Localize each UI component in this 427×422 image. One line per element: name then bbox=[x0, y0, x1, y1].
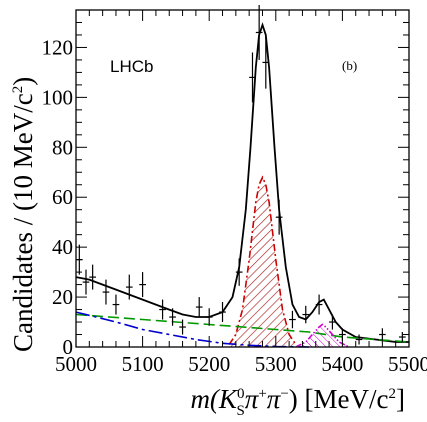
data-point bbox=[112, 294, 120, 315]
x-axis-title: m(K0 Sπ+π−) [MeV/c2] bbox=[190, 384, 405, 419]
data-point bbox=[219, 302, 226, 323]
data-point bbox=[262, 36, 270, 89]
x-tick-label: 5400 bbox=[321, 352, 363, 376]
y-tick-label: 100 bbox=[42, 85, 74, 109]
plot-frame bbox=[75, 9, 410, 348]
y-tick-label: 120 bbox=[42, 35, 74, 59]
fit-curves bbox=[75, 22, 410, 348]
data-points bbox=[76, 5, 406, 345]
data-point bbox=[235, 258, 243, 286]
data-point bbox=[159, 299, 166, 320]
filled-regions bbox=[229, 177, 350, 347]
y-tick-label: 60 bbox=[52, 185, 73, 209]
data-point bbox=[315, 294, 323, 315]
data-point bbox=[205, 308, 213, 326]
x-tick-label: 5300 bbox=[255, 352, 297, 376]
data-point bbox=[355, 334, 363, 345]
data-point bbox=[249, 52, 256, 103]
data-point bbox=[139, 272, 146, 298]
data-point bbox=[125, 274, 133, 300]
y-axis-ticks: 0 20 40 60 80 100 120 bbox=[42, 9, 409, 359]
data-point bbox=[275, 199, 283, 235]
x-tick-label: 5200 bbox=[188, 352, 230, 376]
data-point bbox=[82, 269, 90, 295]
data-point bbox=[379, 328, 386, 341]
hatched-region bbox=[229, 177, 296, 347]
experiment-label: LHCb bbox=[110, 57, 153, 76]
data-point bbox=[302, 305, 310, 324]
x-tick-label: 5100 bbox=[122, 352, 164, 376]
data-point bbox=[329, 314, 336, 330]
data-point bbox=[179, 319, 186, 335]
fit-curve-dash-dot-dot bbox=[295, 323, 350, 348]
data-point bbox=[289, 310, 296, 329]
fit-curve-dash bbox=[75, 313, 410, 343]
x-tick-label: 5000 bbox=[55, 352, 97, 376]
fit-curve-dash-dot bbox=[228, 175, 297, 345]
fit-curve-solid bbox=[75, 22, 409, 343]
hatched-region bbox=[295, 324, 350, 347]
data-point bbox=[399, 332, 406, 343]
data-point bbox=[89, 264, 96, 290]
x-axis-ticks: 5000 5100 5200 5300 5400 5500 bbox=[55, 10, 427, 376]
fit-curve-long-dash-dot bbox=[75, 311, 310, 348]
data-point bbox=[102, 279, 110, 305]
y-tick-label: 20 bbox=[52, 285, 73, 309]
y-tick-label: 80 bbox=[52, 135, 73, 159]
x-tick-label: 5500 bbox=[388, 352, 427, 376]
data-point bbox=[255, 5, 263, 60]
y-tick-label: 40 bbox=[52, 235, 73, 259]
y-axis-title: Candidates / (10 MeV/c2) bbox=[8, 77, 38, 352]
y-tick-label: 0 bbox=[63, 335, 74, 359]
data-point bbox=[169, 308, 176, 326]
data-point bbox=[195, 297, 203, 318]
panel-label: (b) bbox=[342, 58, 357, 73]
